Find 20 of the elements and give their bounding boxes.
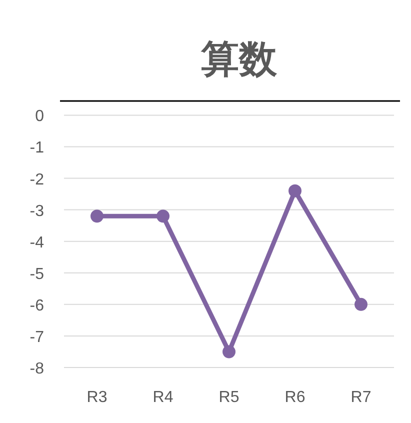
- y-tick-label: -4: [30, 234, 44, 252]
- y-tick-label: -3: [30, 202, 44, 220]
- y-tick-label: -5: [30, 266, 44, 283]
- point: [288, 184, 302, 198]
- point: [90, 210, 104, 223]
- y-tick-label: -7: [30, 328, 44, 346]
- point: [354, 298, 368, 311]
- x-tick-label: R5: [218, 389, 240, 406]
- y-tick-label: 0: [35, 108, 44, 126]
- x-tick-label: R7: [350, 389, 372, 406]
- y-tick-label: -8: [30, 360, 44, 378]
- y-tick-label: -1: [30, 140, 44, 157]
- y-tick-label: -2: [30, 171, 44, 188]
- x-tick-label: R4: [152, 389, 174, 406]
- x-tick-label: R3: [86, 389, 108, 406]
- chart-title: 算数: [200, 39, 278, 81]
- point: [222, 345, 236, 358]
- point: [156, 210, 170, 223]
- x-tick-label: R6: [284, 389, 306, 406]
- y-tick-label: -6: [30, 297, 44, 314]
